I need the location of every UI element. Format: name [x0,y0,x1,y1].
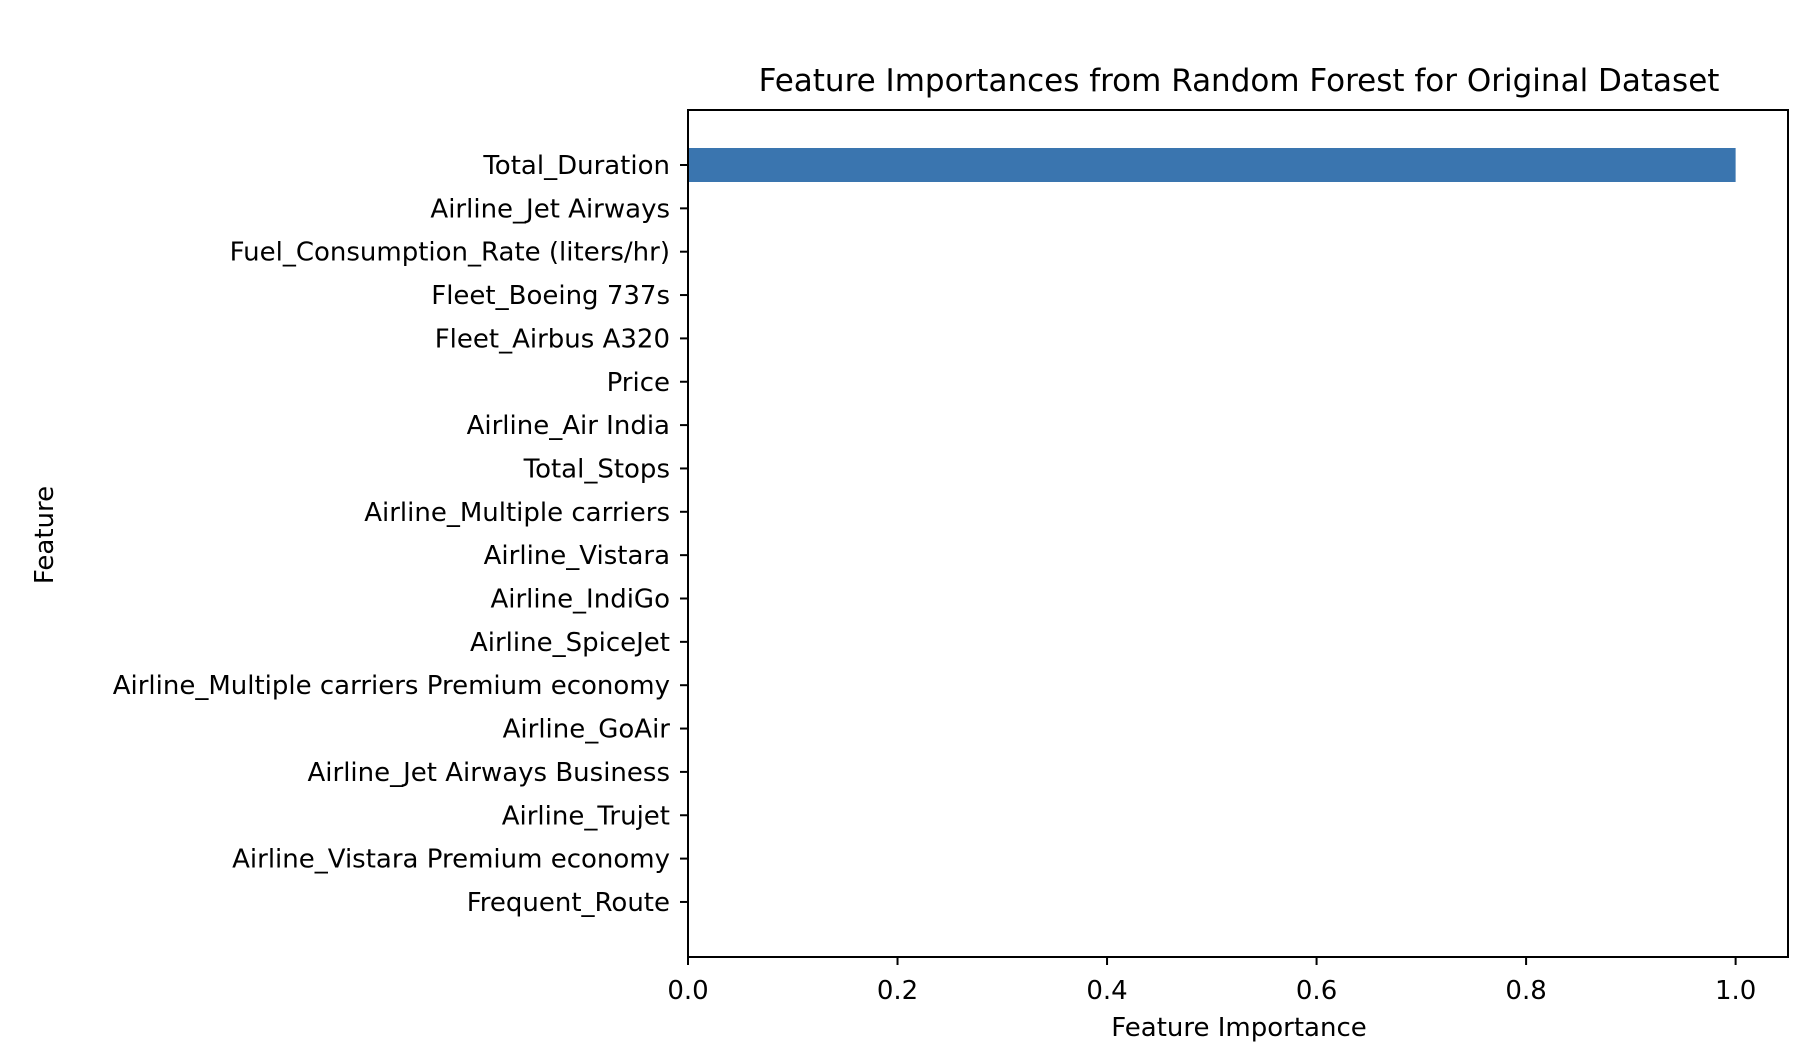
y-tick-label: Fuel_Consumption_Rate (liters/hr) [230,238,670,268]
y-axis-label: Feature [30,486,60,584]
y-tick-label: Airline_Vistara [484,541,670,571]
x-tick-label: 0.0 [667,976,708,1006]
y-tick-label: Airline_IndiGo [490,585,670,615]
bars-group [688,148,1736,182]
y-tick-label: Total_Duration [482,151,670,181]
y-tick-label: Frequent_Route [467,888,670,918]
x-tick-label: 0.4 [1086,976,1127,1006]
y-tick-label: Airline_Jet Airways Business [308,758,671,788]
y-tick-label: Fleet_Boeing 737s [431,281,670,311]
bar [688,148,1736,182]
y-tick-label: Airline_SpiceJet [470,628,670,658]
x-axis-label: Feature Importance [1111,1013,1367,1043]
plot-frame [687,109,1789,958]
y-tick-label: Airline_Jet Airways [430,194,670,224]
x-axis: 0.0 0.2 0.4 0.6 0.8 1.0 [667,957,1756,1006]
y-axis: Total_Duration Airline_Jet Airways Fuel_Co… [113,151,688,918]
x-tick-label: 0.6 [1296,976,1337,1006]
y-tick-label: Airline_GoAir [503,715,671,745]
y-tick-label: Total_Stops [523,454,670,484]
y-tick-label: Airline_Multiple carriers Premium econom… [113,671,670,701]
x-tick-label: 0.8 [1505,976,1546,1006]
y-tick-label: Airline_Air India [467,411,670,441]
y-tick-label: Airline_Multiple carriers [364,498,670,528]
y-tick-label: Airline_Vistara Premium economy [232,845,670,875]
y-tick-label: Fleet_Airbus A320 [435,324,670,354]
x-tick-label: 0.2 [877,976,918,1006]
y-tick-label: Airline_Trujet [502,801,670,831]
y-tick-label: Price [607,368,670,398]
x-tick-label: 1.0 [1715,976,1756,1006]
chart-title: Feature Importances from Random Forest f… [759,63,1720,99]
